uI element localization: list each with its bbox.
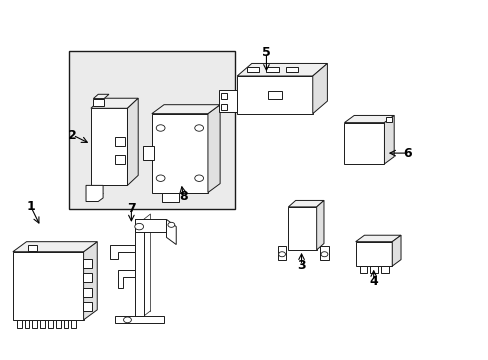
Bar (82, 288, 92, 297)
Circle shape (194, 175, 203, 181)
Bar (27, 244, 37, 251)
Polygon shape (320, 246, 328, 260)
Circle shape (278, 252, 285, 257)
Circle shape (156, 175, 164, 181)
Polygon shape (391, 235, 400, 266)
Polygon shape (161, 193, 178, 202)
Polygon shape (110, 244, 135, 259)
Polygon shape (93, 94, 109, 99)
Bar (69, 51, 234, 209)
Polygon shape (344, 123, 384, 164)
Bar (56, 320, 61, 328)
Bar (115, 137, 125, 146)
Text: 3: 3 (297, 259, 305, 272)
Bar (82, 259, 92, 268)
Polygon shape (83, 242, 97, 320)
Bar (380, 266, 388, 273)
Bar (32, 320, 37, 328)
Text: 7: 7 (127, 202, 136, 215)
Polygon shape (266, 67, 278, 72)
Bar (115, 155, 125, 164)
Polygon shape (288, 207, 316, 250)
Polygon shape (237, 76, 312, 114)
Bar (71, 320, 76, 328)
Circle shape (135, 224, 143, 230)
Polygon shape (115, 316, 163, 323)
Polygon shape (207, 105, 220, 193)
Text: 2: 2 (68, 129, 77, 142)
Polygon shape (152, 114, 207, 193)
Bar (82, 302, 92, 311)
Bar (24, 320, 29, 328)
Bar (63, 320, 68, 328)
Polygon shape (246, 67, 259, 72)
Bar (359, 266, 366, 273)
Text: 4: 4 (368, 275, 377, 288)
Bar (221, 93, 226, 99)
Polygon shape (118, 270, 135, 288)
Polygon shape (127, 98, 138, 185)
Polygon shape (218, 90, 237, 112)
Circle shape (167, 222, 174, 227)
Bar (369, 266, 377, 273)
Bar (48, 320, 53, 328)
Polygon shape (277, 246, 286, 260)
Polygon shape (13, 252, 83, 320)
Text: 6: 6 (403, 147, 411, 159)
Polygon shape (355, 242, 391, 266)
Polygon shape (135, 220, 166, 232)
Text: 5: 5 (262, 46, 270, 59)
Bar (385, 117, 391, 122)
Bar (267, 90, 282, 99)
Polygon shape (166, 220, 176, 244)
Polygon shape (13, 242, 97, 252)
Circle shape (156, 125, 164, 131)
Bar (221, 104, 226, 110)
Bar (40, 320, 45, 328)
Circle shape (194, 125, 203, 131)
Polygon shape (355, 235, 400, 242)
Polygon shape (91, 98, 138, 108)
Bar (143, 146, 154, 160)
Polygon shape (288, 201, 324, 207)
Bar (17, 320, 21, 328)
Polygon shape (384, 116, 393, 164)
Polygon shape (237, 63, 327, 76)
Circle shape (123, 317, 131, 323)
Polygon shape (316, 201, 324, 250)
Polygon shape (344, 116, 393, 123)
Polygon shape (312, 63, 327, 114)
Circle shape (321, 252, 327, 257)
Polygon shape (86, 185, 103, 202)
Text: 1: 1 (26, 201, 35, 213)
Bar (93, 99, 104, 107)
Polygon shape (285, 67, 298, 72)
Text: 8: 8 (179, 190, 187, 203)
Polygon shape (135, 220, 143, 316)
Bar (82, 273, 92, 282)
Polygon shape (91, 108, 127, 185)
Polygon shape (152, 105, 220, 114)
